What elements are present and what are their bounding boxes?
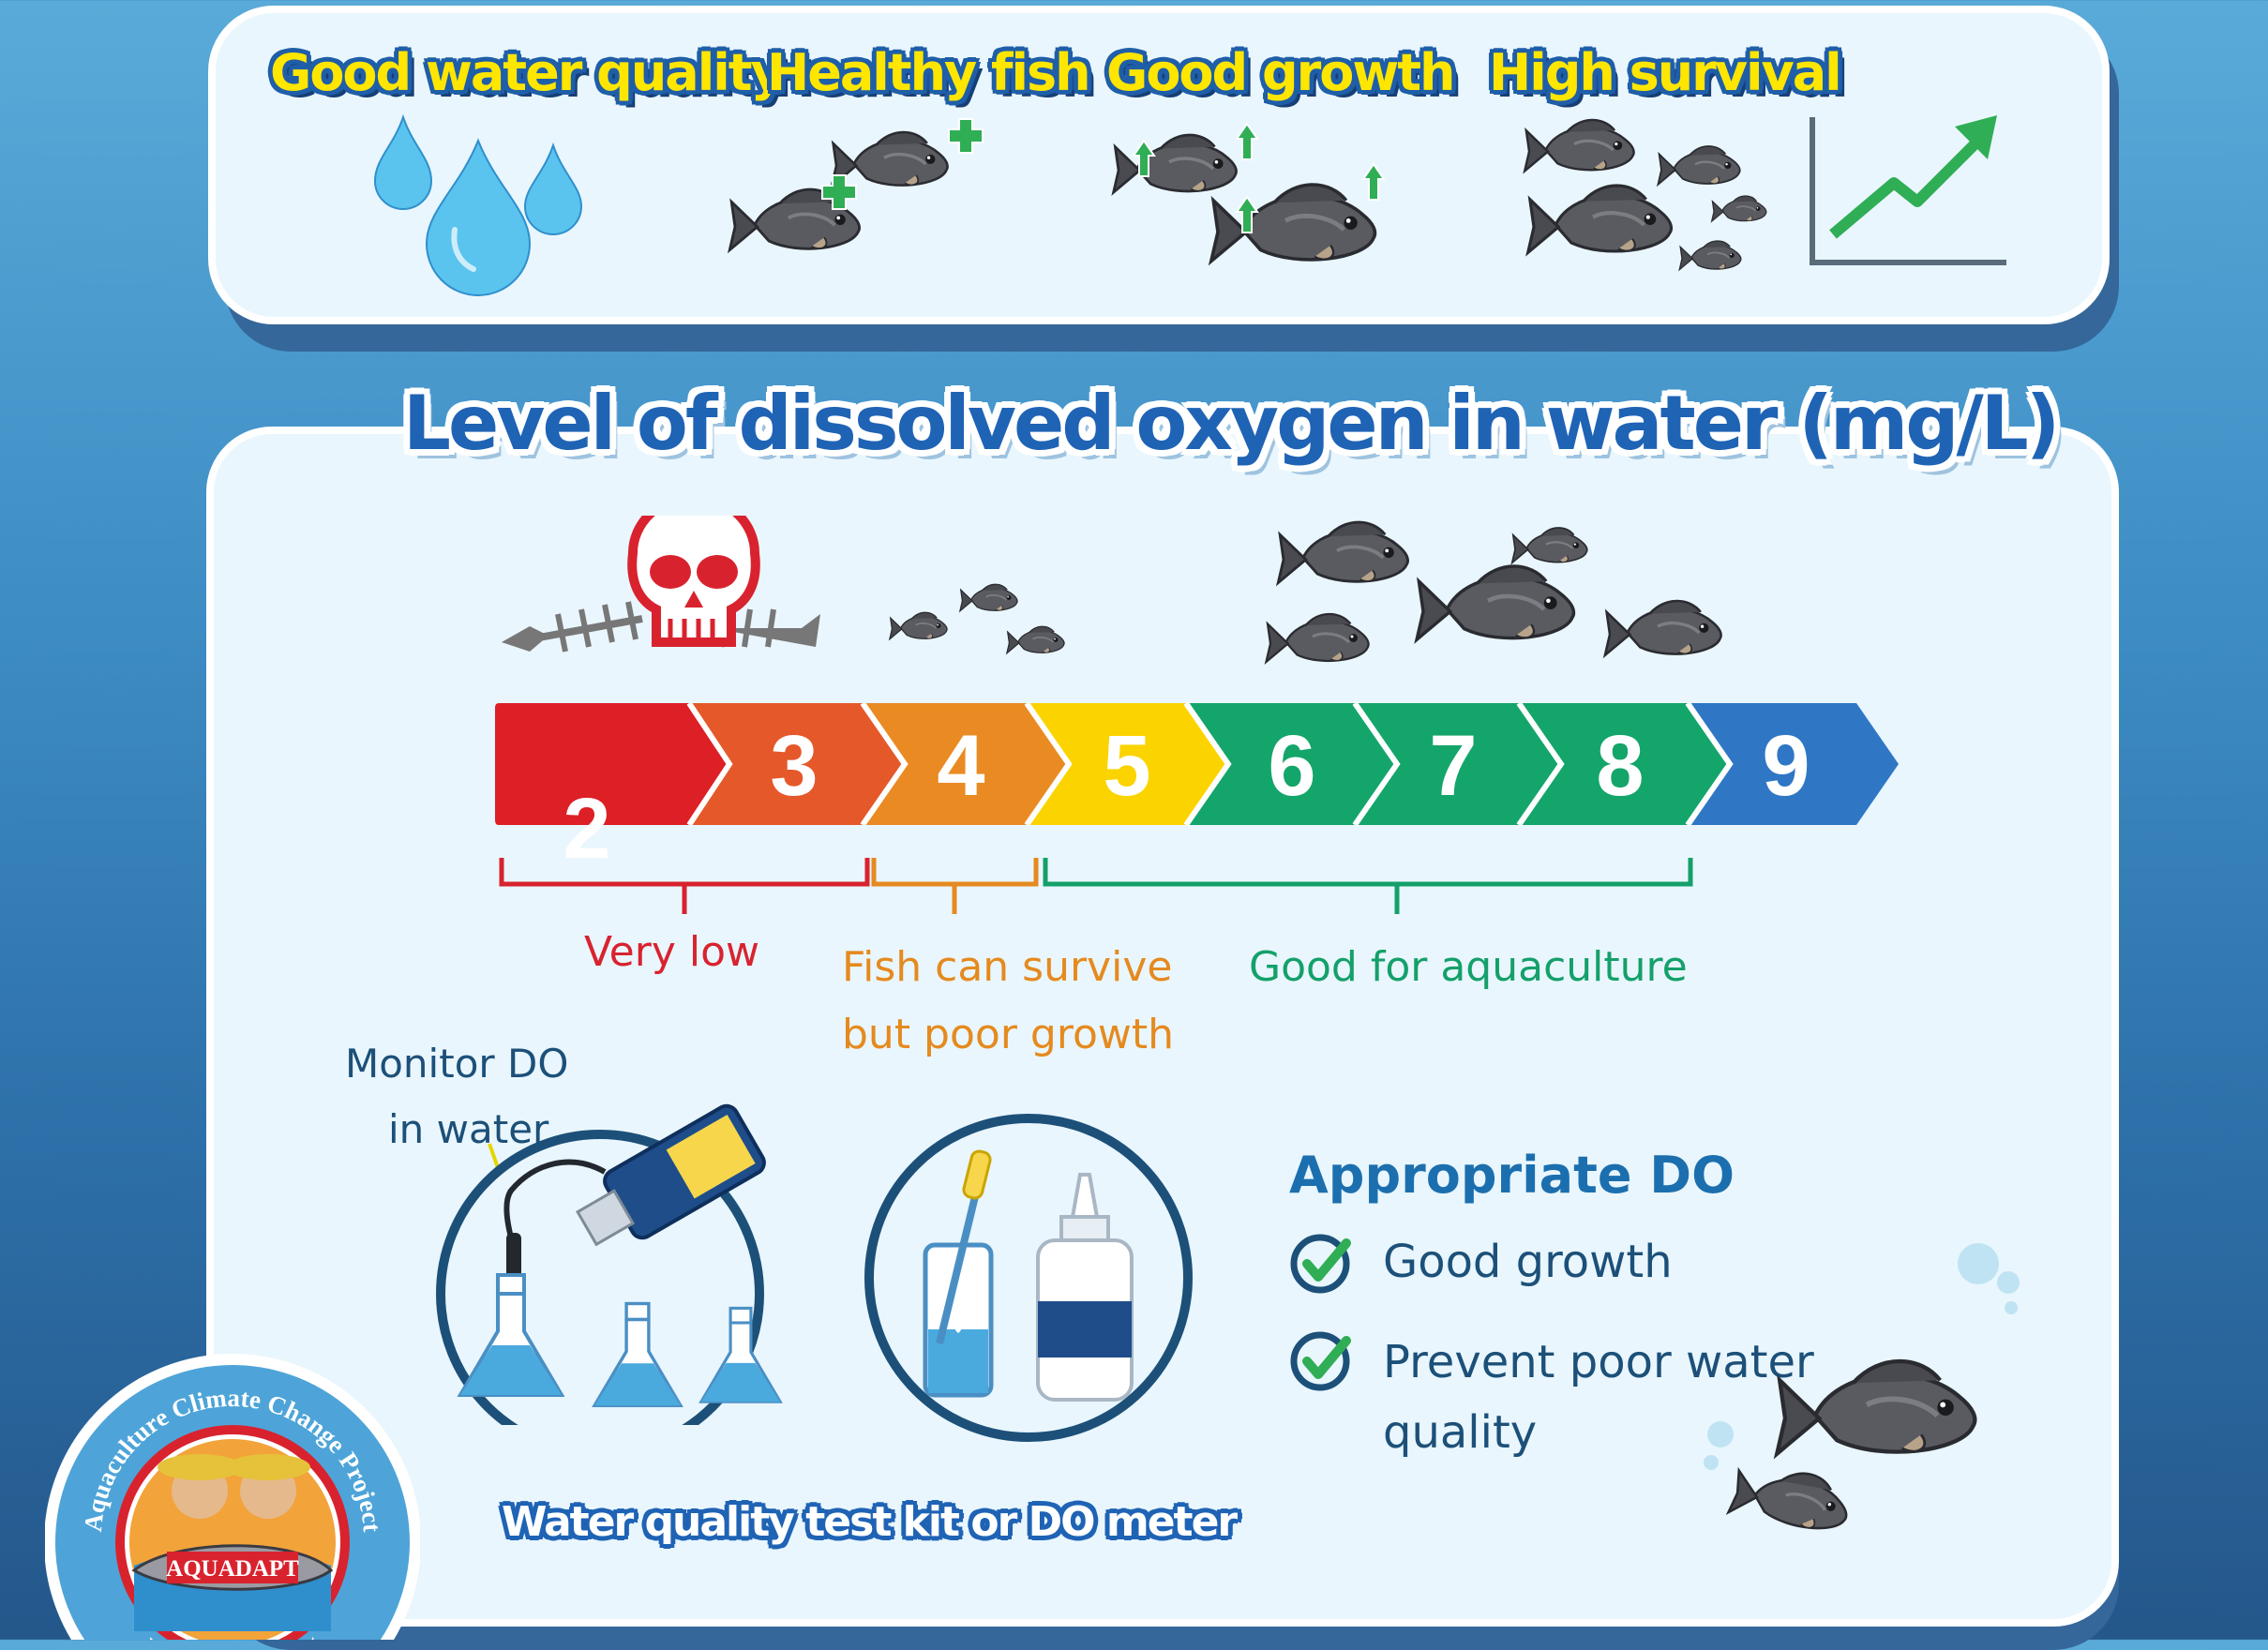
survival-fish-icon [1523,118,1767,271]
do-meter-icon [436,1103,782,1425]
do-scale-label-3: 3 [770,718,818,814]
do-scale-label-8: 8 [1596,718,1644,814]
logo-banner: AQUADAPT [166,1556,299,1582]
do-scale-segment-4 [863,703,1092,825]
do-bottle-label: DO [1056,1311,1115,1355]
bracket-fish-survive [871,858,1039,914]
do-scale-label-2: 2 [563,781,610,867]
main-title: Level of dissolved oxygen in water (mg/L… [403,380,2060,467]
growth-fish-icon [1111,123,1385,291]
bubbles-icon [1704,1421,1734,1470]
appropriate-item-quality: quality [1383,1406,1538,1459]
trend-chart-icon [1810,115,2006,265]
appropriate-item-prevent: Prevent poor water [1383,1336,1814,1388]
appropriate-item-good-growth: Good growth [1383,1236,1673,1288]
bracket-very-low [499,858,870,914]
do-scale-segment-8 [1519,703,1753,825]
do-scale-segment-3 [689,703,928,825]
water-drops-icon [373,113,583,296]
check-icon [1283,1226,1358,1301]
monitor-do-line2: in water [388,1106,549,1152]
bracket-good [1043,858,1693,914]
do-scale-label-7: 7 [1429,718,1477,814]
range-label-fish-survive-line1: Fish can survive [842,943,1173,991]
do-scale-segment-6 [1186,703,1420,825]
do-scale-segment-5 [1027,703,1252,825]
do-scale-segment-7 [1355,703,1585,825]
range-brackets [499,858,1693,914]
benefit-label-high-survival: High survival [1489,43,1842,102]
do-scale-segment-9 [1688,703,1899,825]
do-scale: 2 3 4 5 6 7 8 9 [495,701,1899,867]
aquadapt-logo: AQUADAPT Aquaculture Climate Change Proj… [45,1354,420,1640]
range-label-very-low: Very low [584,928,759,976]
healthy-fish-group-icon [1265,520,1723,664]
swimming-fish-icon [1726,1331,2044,1538]
skull-icon [502,516,820,652]
test-tube-icon: DO [864,1114,1193,1442]
test-kit-title: Water quality test kit or DO meter [502,1498,1238,1546]
range-label-good: Good for aquaculture [1249,943,1688,991]
bubbles-icon [1958,1243,2020,1314]
do-scale-label-9: 9 [1762,718,1810,814]
do-scale-label-6: 6 [1268,718,1315,814]
do-scale-segment-2 [495,703,767,825]
benefit-label-water-quality: Good water quality [270,43,784,102]
healthy-fish-icon [728,118,984,252]
appropriate-do-title: Appropriate DO [1289,1146,1735,1205]
monitor-do-line1: Monitor DO [345,1041,569,1087]
do-scale-label-4: 4 [937,718,984,814]
check-icon [1283,1324,1358,1399]
benefit-label-good-growth: Good growth [1106,43,1456,102]
small-fish-group-icon [889,583,1065,654]
range-label-fish-survive-line2: but poor growth [842,1011,1174,1058]
benefit-label-healthy-fish: Healthy fish [767,43,1091,102]
do-scale-label-5: 5 [1103,718,1150,814]
